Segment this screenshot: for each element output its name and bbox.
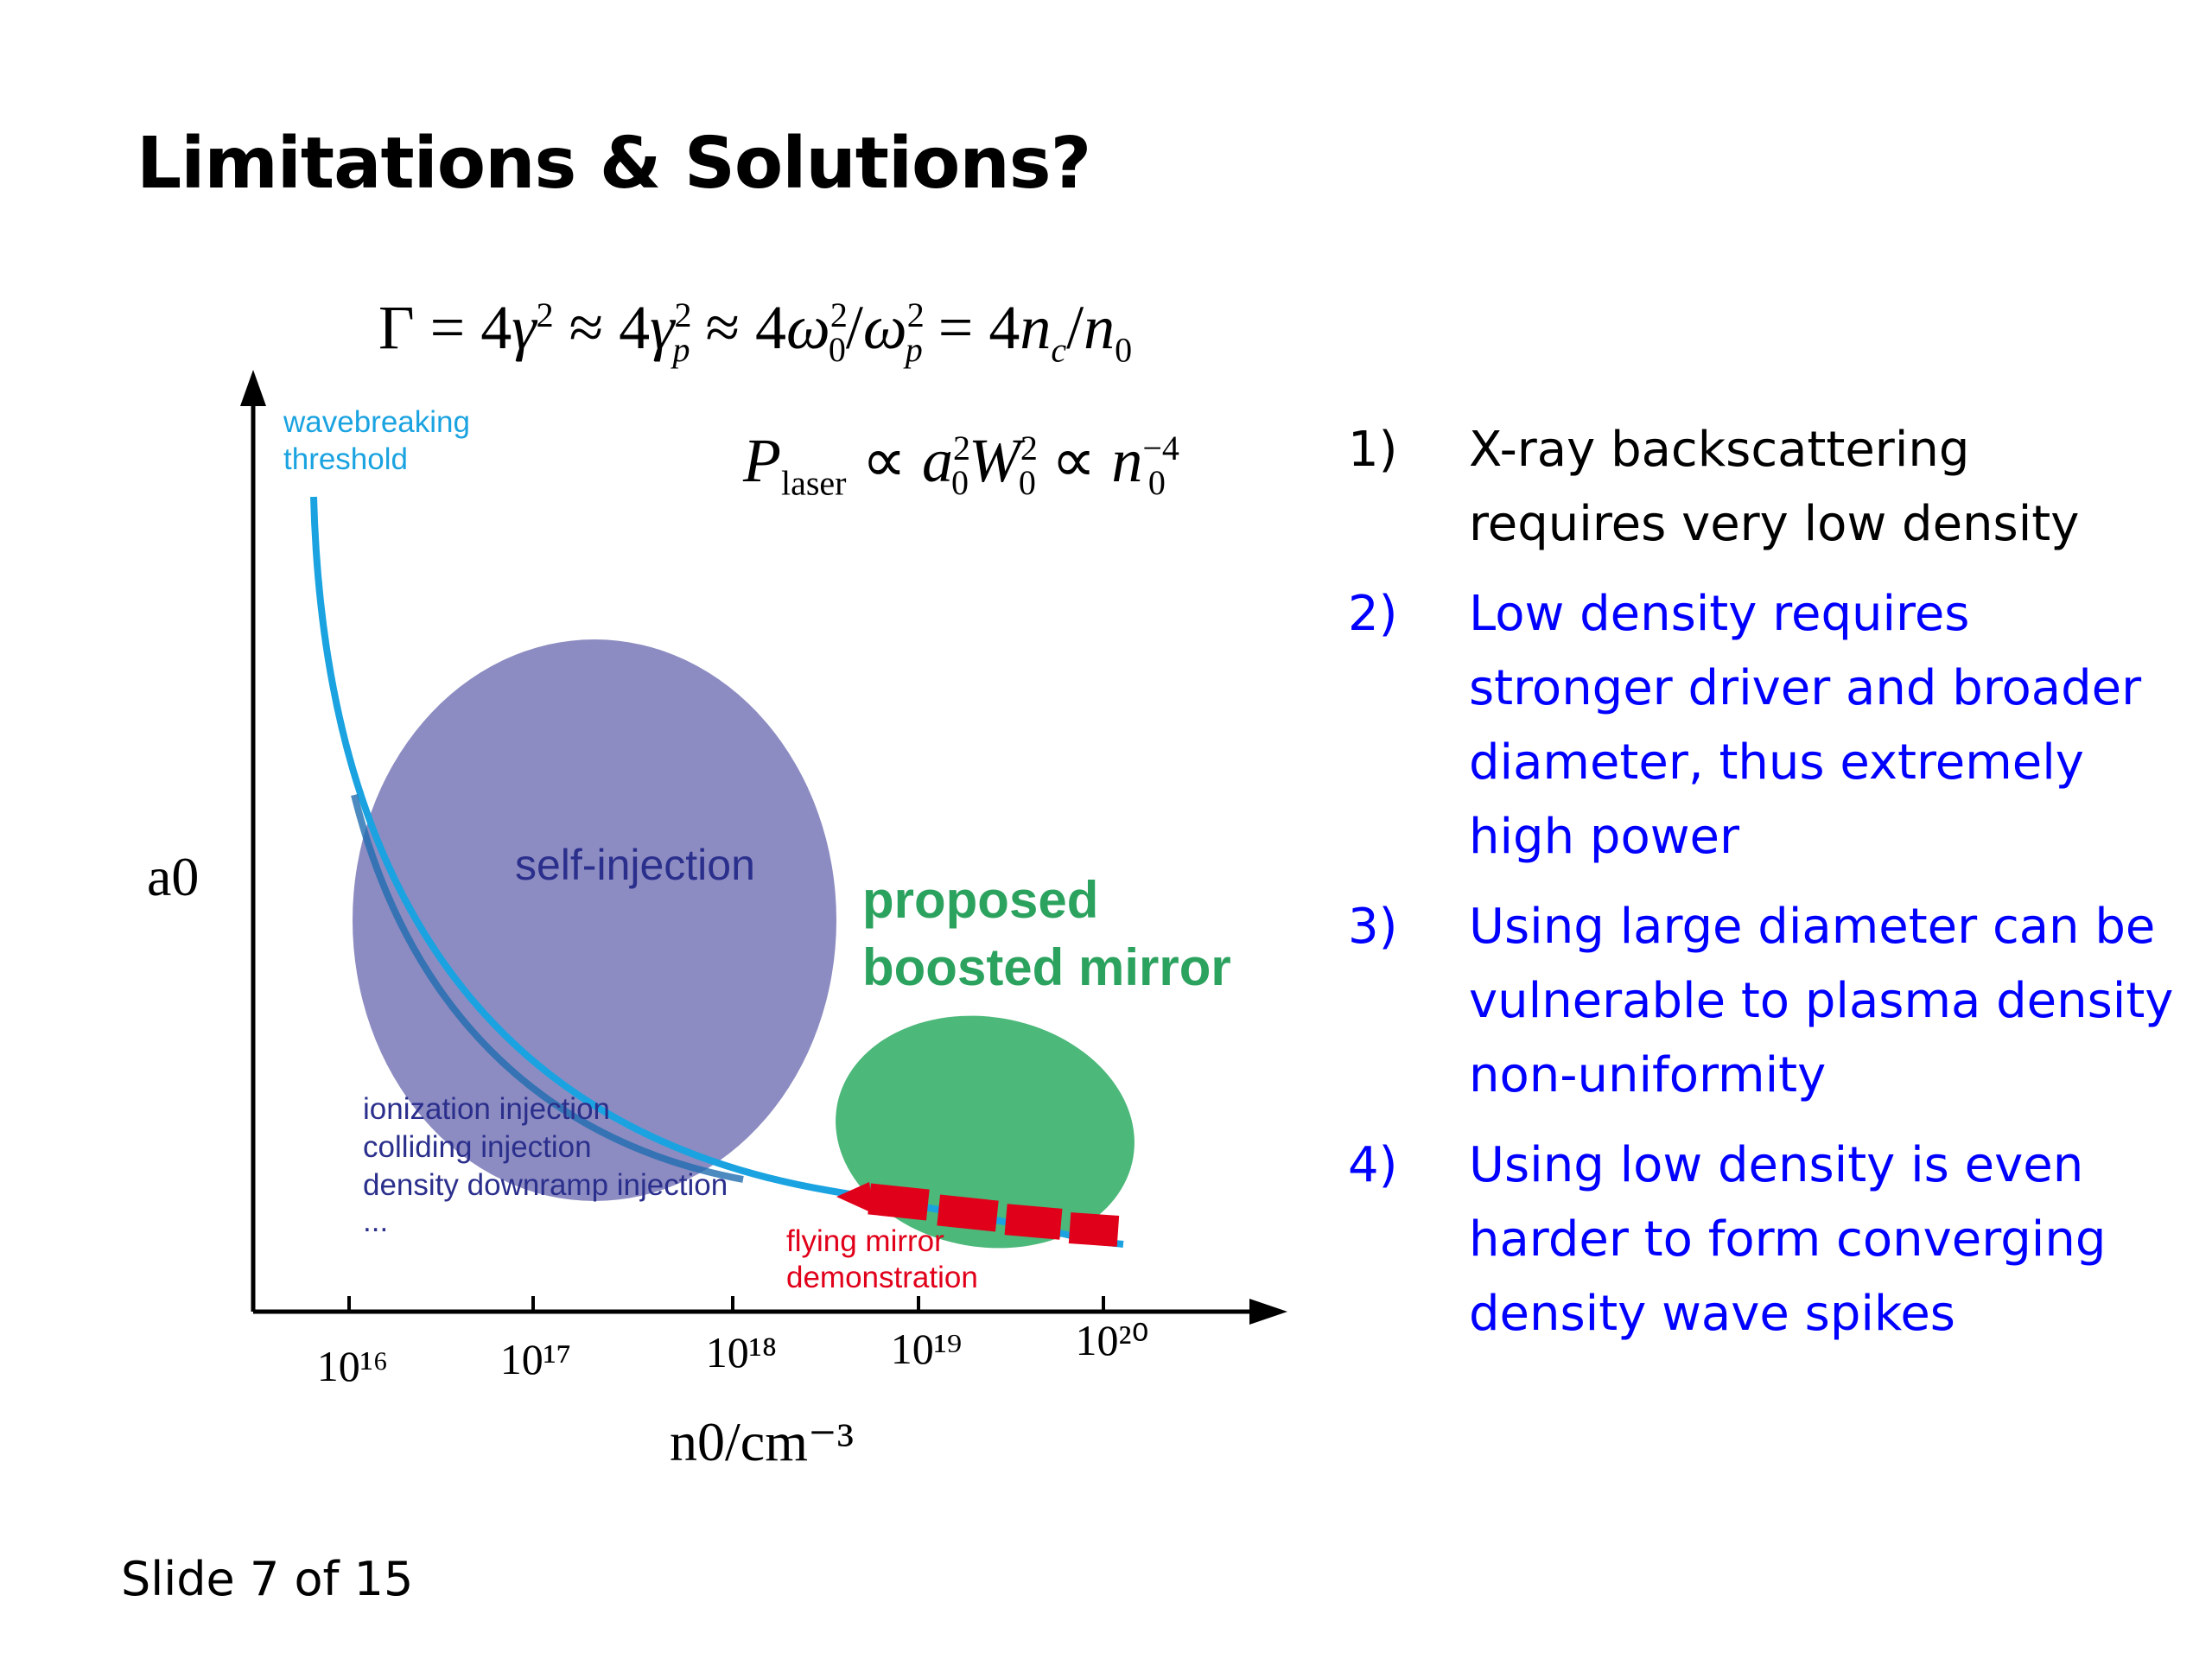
threshold-label-line-2: threshold (283, 442, 408, 476)
list-item-text: X-ray backscattering requires very low d… (1469, 422, 2080, 552)
wavebreaking-curve-overlap (351, 794, 744, 1183)
x-tick-label-4: 10¹⁹ (891, 1325, 962, 1373)
gamma-formula: Γ = 4γ2 ≈ 4γ2p ≈ 4ω20/ω2p = 4nc/n0 (378, 293, 1133, 370)
flying-mirror-dashes (836, 1182, 1120, 1247)
flying-mirror-dash-2 (937, 1194, 999, 1232)
slide-title: Limitations & Solutions? (137, 123, 1091, 205)
x-tick-label-3: 10¹⁸ (706, 1328, 777, 1376)
x-tick-label-5: 10²⁰ (1075, 1316, 1148, 1364)
slide-counter: Slide 7 of 15 (121, 1552, 414, 1606)
flying-mirror-label-line-2: demonstration (786, 1261, 978, 1294)
list-item-number: 2) (1348, 586, 1398, 642)
x-axis-label: n0/cm⁻³ (670, 1411, 854, 1472)
list-item-number: 4) (1348, 1137, 1398, 1193)
list-item: 1) X-ray backscattering requires very lo… (1348, 413, 2177, 562)
flying-mirror-dash-1 (868, 1183, 930, 1221)
list-item-number: 1) (1348, 422, 1398, 478)
bullet-list: 1) X-ray backscattering requires very lo… (1348, 413, 2177, 1367)
list-item-text: Using large diameter can be vulnerable t… (1469, 899, 2174, 1103)
list-item: 3) Using large diameter can be vulnerabl… (1348, 890, 2177, 1113)
self-injection-region (353, 639, 836, 1201)
injection-method-2: colliding injection (363, 1130, 592, 1164)
flying-mirror-dash-3 (1004, 1204, 1063, 1240)
injection-method-4: ... (363, 1205, 388, 1238)
flying-mirror-dash-4 (1068, 1212, 1120, 1247)
injection-method-1: ionization injection (363, 1092, 610, 1126)
proposed-label-line-1: proposed (862, 871, 1098, 929)
y-axis-label: a0 (147, 846, 199, 907)
self-injection-label: self-injection (515, 841, 755, 889)
list-item: 4) Using low density is even harder to f… (1348, 1128, 2177, 1351)
x-tick-label-1: 10¹⁶ (317, 1342, 388, 1390)
list-item-text: Low density requires stronger driver and… (1469, 586, 2142, 865)
flying-mirror-label-line-1: flying mirror (786, 1224, 944, 1258)
power-formula: Plaser ∝ a20W20 ∝ n−40 (743, 426, 1179, 503)
x-axis-arrow (1249, 1299, 1287, 1325)
list-item: 2) Low density requires stronger driver … (1348, 577, 2177, 874)
proposed-label-line-2: boosted mirror (862, 938, 1231, 996)
list-item-text: Using low density is even harder to form… (1469, 1137, 2107, 1342)
injection-method-3: density downramp injection (363, 1168, 728, 1202)
list-item-number: 3) (1348, 899, 1398, 955)
threshold-label-line-1: wavebreaking (283, 405, 470, 439)
flying-mirror-arrowhead (836, 1182, 874, 1214)
x-tick-label-2: 10¹⁷ (500, 1335, 571, 1383)
y-axis-arrow (240, 370, 266, 406)
